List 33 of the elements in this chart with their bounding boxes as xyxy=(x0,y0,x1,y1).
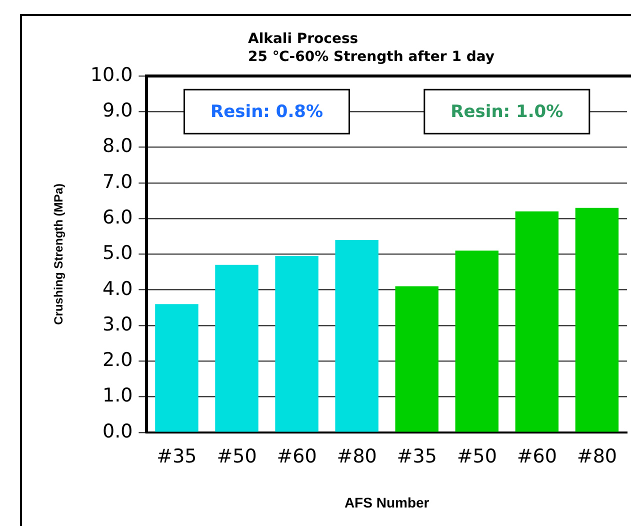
chart-subtitle: 25 ℃-60% Strength after 1 day xyxy=(248,48,494,66)
y-tick-label: 4.0 xyxy=(102,278,133,300)
annotation: Resin: 1.0% xyxy=(450,102,564,122)
x-tick-label: #80 xyxy=(576,446,618,468)
x-tick-label: #60 xyxy=(516,446,557,468)
bar xyxy=(575,208,619,432)
y-tick-label: 5.0 xyxy=(102,242,133,264)
y-tick-label: 1.0 xyxy=(102,384,133,407)
y-tick-label: 8.0 xyxy=(102,135,133,158)
y-tick-label: 10.0 xyxy=(90,64,133,86)
annotation: Resin: 0.8% xyxy=(210,102,324,122)
bar xyxy=(215,264,258,432)
y-tick-label: 0.0 xyxy=(102,420,133,442)
x-tick-label: #50 xyxy=(456,446,497,468)
y-tick-label: 9.0 xyxy=(102,100,133,122)
chart-title: Alkali Process xyxy=(248,30,360,48)
x-tick-label: #35 xyxy=(396,446,437,468)
bar xyxy=(395,286,438,432)
x-tick-label: #80 xyxy=(336,446,377,468)
x-tick-label: #60 xyxy=(276,446,317,468)
bar xyxy=(155,304,198,432)
bar xyxy=(455,250,498,432)
y-axis-title: Crushing Strength (MPa) xyxy=(52,184,66,325)
bar xyxy=(515,211,559,432)
bar xyxy=(275,256,318,432)
y-tick-label: 7.0 xyxy=(102,170,133,193)
bar xyxy=(335,240,378,432)
y-tick-label: 2.0 xyxy=(102,349,133,372)
x-axis-title: AFS Number xyxy=(344,494,430,510)
y-tick-label: 3.0 xyxy=(102,313,133,336)
y-tick-label: 6.0 xyxy=(102,206,133,228)
x-tick-label: #35 xyxy=(156,446,197,468)
x-tick-label: #50 xyxy=(216,446,257,468)
